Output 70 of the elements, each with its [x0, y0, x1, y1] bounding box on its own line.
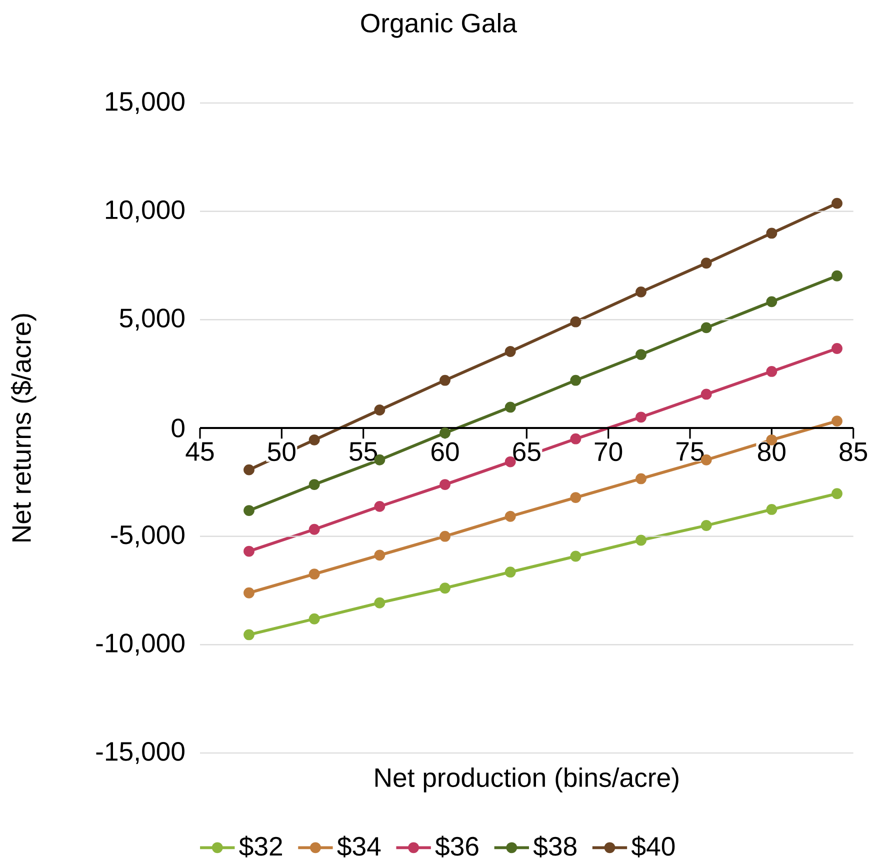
- point: [636, 349, 646, 360]
- point: [832, 488, 842, 500]
- y-tick-label: -10,000: [96, 634, 184, 656]
- point: [700, 520, 712, 531]
- point: [504, 402, 516, 413]
- y-tick-label: 15,000: [106, 92, 184, 114]
- point: [440, 582, 450, 594]
- x-tick-label: 80: [758, 442, 786, 462]
- point: [832, 416, 842, 427]
- point: [374, 404, 386, 416]
- x-tick-label: 45: [186, 442, 214, 461]
- legend-label: $34: [337, 836, 381, 858]
- y-tick-label: 10,000: [106, 200, 184, 222]
- point: [504, 566, 516, 578]
- point: [244, 505, 254, 516]
- point: [570, 316, 582, 328]
- point: [832, 343, 842, 354]
- point: [244, 587, 254, 598]
- y-tick-label: -5,000: [111, 525, 184, 548]
- point: [504, 346, 516, 357]
- y-tick-label: 5,000: [120, 308, 184, 331]
- point: [440, 428, 450, 438]
- point: [308, 434, 320, 446]
- x-tick-label: 65: [513, 442, 540, 462]
- point: [570, 492, 582, 504]
- x-tick-label: 75: [676, 442, 704, 461]
- point: [636, 286, 646, 298]
- point: [308, 568, 320, 580]
- point: [636, 534, 646, 546]
- point: [570, 550, 582, 562]
- point: [766, 228, 778, 239]
- x-tick-label: 85: [840, 442, 868, 462]
- point: [244, 464, 254, 476]
- legend-label: $36: [435, 836, 478, 858]
- x-tick-label: 70: [594, 442, 622, 462]
- point: [832, 270, 842, 282]
- y-axis-title: Net returns ($/acre): [10, 314, 36, 542]
- point: [766, 366, 778, 377]
- chart-title: Organic Gala: [361, 12, 517, 38]
- point: [570, 433, 582, 444]
- point: [766, 296, 778, 308]
- x-axis-title: Net production (bins/acre): [375, 767, 678, 792]
- point: [504, 510, 516, 522]
- x-tick-label: 55: [350, 442, 378, 461]
- point: [766, 504, 778, 515]
- point: [700, 258, 712, 269]
- point: [440, 530, 450, 542]
- point: [440, 374, 450, 386]
- point: [700, 388, 712, 400]
- point: [700, 322, 712, 334]
- point: [440, 479, 450, 490]
- point: [308, 524, 320, 535]
- point: [636, 412, 646, 423]
- point: [308, 613, 320, 624]
- y-tick-label: 0: [172, 418, 184, 438]
- point: [570, 374, 582, 386]
- point: [832, 198, 842, 209]
- legend-label: $40: [632, 836, 675, 858]
- x-tick-label: 60: [432, 442, 459, 462]
- point: [374, 550, 386, 561]
- x-tick-label: 50: [268, 442, 296, 462]
- point: [244, 546, 254, 557]
- legend-label: $38: [533, 836, 576, 858]
- point: [374, 597, 386, 608]
- point: [636, 473, 646, 484]
- point: [308, 479, 320, 490]
- legend-label: $32: [239, 836, 282, 858]
- point: [374, 500, 386, 512]
- y-tick-label: -15,000: [96, 742, 184, 764]
- point: [244, 629, 254, 640]
